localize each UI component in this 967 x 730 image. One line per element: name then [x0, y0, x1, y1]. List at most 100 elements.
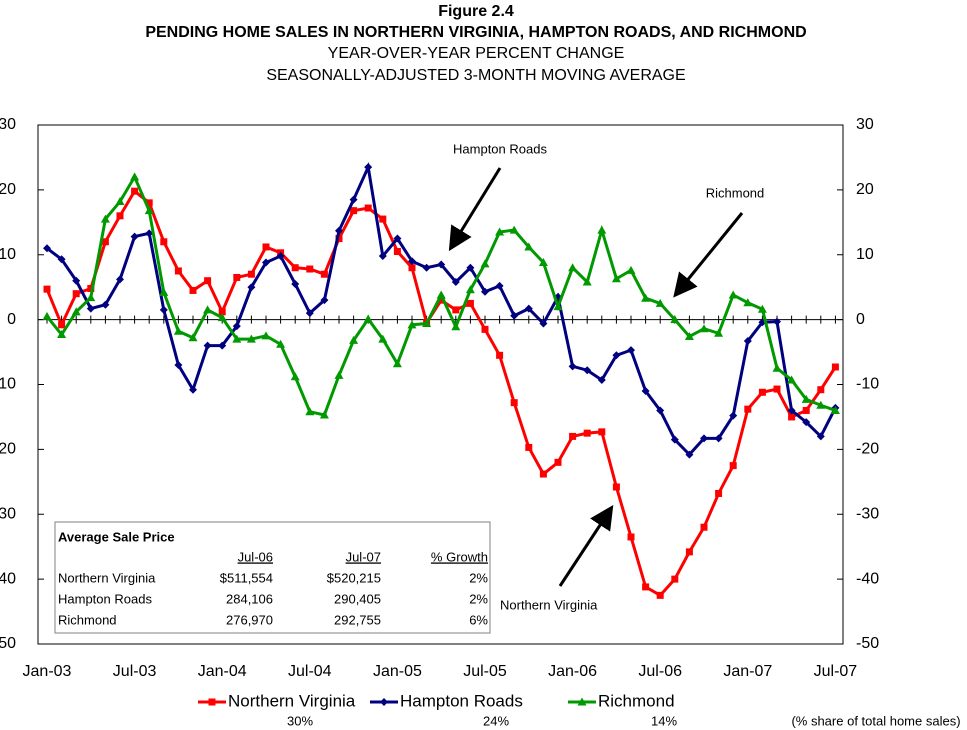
x-tick-label: Jul-07 — [814, 663, 858, 680]
point — [611, 274, 621, 283]
point — [247, 283, 256, 292]
point — [466, 299, 474, 307]
point — [627, 533, 635, 541]
x-tick-label: Jan-04 — [198, 663, 247, 680]
table-cell: $511,554 — [220, 570, 273, 585]
point — [422, 319, 432, 328]
table-cell: 290,405 — [334, 591, 381, 606]
point — [641, 386, 650, 395]
point — [553, 302, 563, 311]
point — [788, 413, 796, 421]
point — [830, 405, 840, 414]
point — [758, 388, 766, 396]
point — [729, 462, 737, 470]
legend-label: Hampton Roads — [400, 691, 523, 710]
point — [582, 277, 592, 286]
point — [481, 287, 489, 296]
point — [744, 405, 752, 413]
point — [350, 207, 358, 215]
point — [802, 406, 810, 414]
point — [290, 372, 300, 381]
point — [496, 351, 504, 359]
point — [58, 321, 66, 329]
point — [700, 434, 708, 443]
point — [700, 523, 708, 531]
point — [262, 258, 270, 267]
point — [131, 187, 139, 195]
point — [291, 264, 299, 272]
point — [43, 285, 51, 293]
point — [173, 326, 183, 335]
point — [144, 206, 154, 215]
point — [72, 290, 80, 298]
legend-marker — [208, 698, 216, 706]
table-cell: 2% — [469, 570, 488, 585]
point — [685, 548, 693, 556]
point — [393, 248, 401, 256]
chart-subtitle: SEASONALLY-ADJUSTED 3-MONTH MOVING AVERA… — [266, 67, 685, 84]
point — [364, 163, 373, 172]
x-tick-label: Jul-03 — [113, 663, 157, 680]
point — [757, 304, 767, 313]
annotation-arrow — [558, 504, 614, 587]
x-tick-label: Jan-07 — [723, 663, 772, 680]
y2-tick-label: 20 — [856, 181, 874, 198]
point — [232, 322, 241, 331]
point — [714, 328, 724, 337]
point — [100, 214, 110, 223]
point — [685, 450, 694, 459]
annotation: Northern Virginia — [500, 597, 598, 612]
point — [510, 399, 518, 407]
point — [684, 331, 694, 340]
point — [305, 309, 314, 318]
table-cell: Northern Virginia — [58, 570, 156, 585]
point — [699, 324, 709, 333]
point — [627, 346, 635, 355]
table-cell: 292,755 — [334, 612, 381, 627]
y-tick-label: 20 — [0, 181, 16, 198]
table-cell: 284,106 — [226, 591, 273, 606]
y2-tick-label: 0 — [856, 311, 865, 328]
point — [715, 489, 723, 497]
y2-tick-label: 30 — [856, 116, 874, 133]
x-tick-label: Jan-06 — [548, 663, 597, 680]
point — [71, 307, 81, 316]
point — [101, 238, 109, 246]
legend-label: Northern Virginia — [228, 691, 356, 710]
point — [568, 263, 578, 272]
point — [43, 244, 51, 253]
point — [729, 411, 738, 420]
point — [831, 363, 839, 371]
point — [86, 293, 96, 302]
point — [349, 195, 358, 204]
point — [393, 234, 402, 243]
point — [379, 215, 387, 223]
point — [145, 229, 154, 238]
point — [422, 263, 431, 272]
point — [116, 275, 124, 284]
share-label: 14% — [651, 713, 677, 728]
legend-marker — [380, 698, 388, 706]
point — [57, 330, 67, 339]
table-cell: Hampton Roads — [58, 591, 152, 606]
point — [130, 172, 140, 181]
point — [261, 331, 271, 340]
y-tick-label: 20 — [0, 441, 16, 458]
point — [203, 341, 212, 350]
point — [189, 286, 197, 294]
y2-tick-label: -30 — [856, 505, 879, 522]
point — [451, 277, 460, 286]
table-box — [54, 521, 491, 634]
point — [291, 279, 300, 288]
point — [655, 298, 665, 307]
y2-tick-label: -20 — [856, 441, 879, 458]
table-cell: 2% — [469, 591, 488, 606]
point — [408, 264, 416, 272]
point — [130, 232, 139, 241]
point — [203, 305, 213, 314]
y2-tick-label: -50 — [856, 635, 879, 652]
y-tick-label: 10 — [0, 246, 16, 263]
point — [583, 429, 591, 437]
point — [437, 260, 446, 269]
annotation-arrow — [448, 167, 502, 252]
